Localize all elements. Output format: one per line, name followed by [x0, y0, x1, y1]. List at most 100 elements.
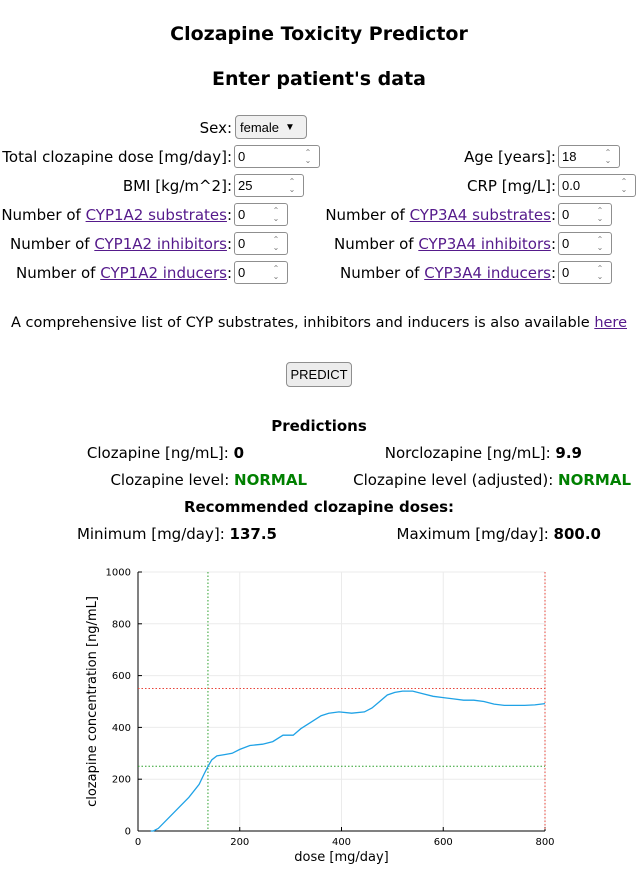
bmi-input[interactable]: 25 ⌃ ⌄	[234, 174, 304, 197]
cyp1a2-substrates-value: 0	[238, 207, 246, 222]
y-tick-label: 0	[125, 827, 131, 838]
cyp3a4-inhibitors-label: Number of CYP3A4 inhibitors:	[334, 235, 556, 253]
cyp1a2-inhibitors-link[interactable]: CYP1A2 inhibitors	[94, 235, 227, 253]
minimum-dose-value: 137.5	[229, 525, 277, 543]
maximum-dose-value: 800.0	[553, 525, 601, 543]
spinner-icon[interactable]: ⌃ ⌄	[604, 147, 612, 165]
sex-select[interactable]: female ▼	[235, 115, 307, 139]
norclozapine-result-label: Norclozapine [ng/mL]:	[384, 444, 551, 462]
x-axis-label: dose [mg/day]	[294, 850, 388, 865]
recommended-doses-heading: Recommended clozapine doses:	[183, 498, 455, 516]
age-value: 18	[562, 149, 577, 164]
total-dose-value: 0	[238, 149, 246, 164]
label-suffix: :	[226, 235, 232, 253]
cyp3a4-inducers-value: 0	[562, 265, 570, 280]
y-tick-label: 1000	[106, 568, 131, 579]
spinner-icon[interactable]: ⌃ ⌄	[596, 263, 604, 281]
label-prefix: Number of	[334, 235, 419, 253]
sex-label: Sex:	[199, 119, 232, 137]
cyp1a2-inducers-value: 0	[238, 265, 246, 280]
cyp3a4-inducers-link[interactable]: CYP3A4 inducers	[424, 264, 551, 282]
sex-select-value: female	[240, 119, 280, 135]
x-tick-label: 200	[230, 837, 249, 848]
x-tick-label: 800	[535, 837, 554, 848]
norclozapine-result: Norclozapine [ng/mL]: 9.9	[385, 444, 582, 462]
cyp1a2-inducers-label: Number of CYP1A2 inducers:	[16, 264, 232, 282]
bmi-value: 25	[238, 178, 253, 193]
total-dose-label: Total clozapine dose [mg/day]:	[2, 148, 232, 166]
clozapine-level-label: Clozapine level:	[110, 471, 230, 489]
bmi-label: BMI [kg/m^2]:	[122, 177, 232, 195]
crp-input[interactable]: 0.0 ⌃ ⌄	[558, 174, 636, 197]
x-tick-label: 600	[434, 837, 453, 848]
spinner-icon[interactable]: ⌃ ⌄	[304, 147, 312, 165]
y-tick-label: 800	[112, 619, 131, 630]
cyp3a4-inhibitors-input[interactable]: 0 ⌃ ⌄	[558, 232, 612, 255]
maximum-dose: Maximum [mg/day]: 800.0	[397, 525, 601, 543]
spinner-icon[interactable]: ⌃ ⌄	[272, 205, 280, 223]
cyp1a2-inhibitors-input[interactable]: 0 ⌃ ⌄	[234, 232, 288, 255]
cyp-list-text: A comprehensive list of CYP substrates, …	[10, 315, 595, 331]
age-input[interactable]: 18 ⌃ ⌄	[558, 145, 620, 168]
y-tick-label: 200	[112, 775, 131, 786]
label-prefix: Number of	[15, 264, 101, 282]
predict-button[interactable]: PREDICT	[286, 362, 352, 387]
crp-value: 0.0	[562, 178, 581, 193]
dose-concentration-chart: 0 200 400 600 800 0 200 400 600 800 1000 dose [mg/d…	[85, 568, 555, 866]
clozapine-result-label: Clozapine [ng/mL]:	[86, 444, 229, 462]
maximum-dose-label: Maximum [mg/day]:	[396, 525, 549, 543]
cyp1a2-inhibitors-label: Number of CYP1A2 inhibitors:	[10, 235, 232, 253]
label-prefix: Number of	[339, 264, 425, 282]
form-heading: Enter patient's data	[211, 68, 427, 90]
cyp-list-link[interactable]: here	[594, 315, 627, 331]
cyp1a2-substrates-link[interactable]: CYP1A2 substrates	[85, 206, 227, 224]
minimum-dose: Minimum [mg/day]: 137.5	[77, 525, 277, 543]
cyp1a2-inducers-input[interactable]: 0 ⌃ ⌄	[234, 261, 288, 284]
spinner-icon[interactable]: ⌃ ⌄	[620, 176, 628, 194]
series-line	[150, 690, 546, 832]
label-suffix: :	[226, 264, 232, 282]
cyp3a4-substrates-input[interactable]: 0 ⌃ ⌄	[558, 203, 612, 226]
spinner-icon[interactable]: ⌃ ⌄	[272, 234, 280, 252]
cyp1a2-inducers-link[interactable]: CYP1A2 inducers	[100, 264, 227, 282]
x-tick-label: 0	[135, 837, 141, 848]
cyp3a4-inducers-input[interactable]: 0 ⌃ ⌄	[558, 261, 612, 284]
cyp3a4-substrates-label: Number of CYP3A4 substrates:	[325, 206, 556, 224]
label-suffix: :	[550, 235, 556, 253]
spinner-icon[interactable]: ⌃ ⌄	[272, 263, 280, 281]
cyp3a4-inducers-label: Number of CYP3A4 inducers:	[340, 264, 556, 282]
cyp3a4-inhibitors-link[interactable]: CYP3A4 inhibitors	[418, 235, 551, 253]
label-suffix: :	[550, 206, 556, 224]
crp-label: CRP [mg/L]:	[466, 177, 556, 195]
norclozapine-result-value: 9.9	[555, 444, 582, 462]
clozapine-level-adjusted-label: Clozapine level (adjusted):	[353, 471, 554, 489]
label-suffix: :	[226, 206, 232, 224]
clozapine-result: Clozapine [ng/mL]: 0	[87, 444, 244, 462]
clozapine-level: Clozapine level: NORMAL	[110, 471, 307, 489]
spinner-icon[interactable]: ⌃ ⌄	[596, 234, 604, 252]
minimum-dose-label: Minimum [mg/day]:	[76, 525, 225, 543]
y-axis-label: clozapine concentration [ng/mL]	[85, 596, 100, 807]
spinner-icon[interactable]: ⌃ ⌄	[596, 205, 604, 223]
cyp3a4-substrates-value: 0	[562, 207, 570, 222]
x-tick-label: 400	[332, 837, 351, 848]
cyp1a2-inhibitors-value: 0	[238, 236, 246, 251]
label-suffix: :	[550, 264, 556, 282]
cyp1a2-substrates-label: Number of CYP1A2 substrates:	[1, 206, 232, 224]
age-label: Age [years]:	[464, 148, 556, 166]
predictions-heading: Predictions	[271, 417, 367, 435]
clozapine-level-adjusted: Clozapine level (adjusted): NORMAL	[353, 471, 631, 489]
label-prefix: Number of	[1, 206, 86, 224]
spinner-icon[interactable]: ⌃ ⌄	[288, 176, 296, 194]
cyp-list-note: A comprehensive list of CYP substrates, …	[0, 315, 638, 331]
label-prefix: Number of	[10, 235, 95, 253]
cyp3a4-substrates-link[interactable]: CYP3A4 substrates	[409, 206, 551, 224]
y-tick-label: 400	[112, 723, 131, 734]
clozapine-level-adjusted-status: NORMAL	[558, 471, 631, 489]
chevron-down-icon: ▼	[285, 121, 295, 133]
app-title: Clozapine Toxicity Predictor	[170, 23, 468, 45]
cyp3a4-inhibitors-value: 0	[562, 236, 570, 251]
y-tick-label: 600	[112, 671, 131, 682]
cyp1a2-substrates-input[interactable]: 0 ⌃ ⌄	[234, 203, 288, 226]
total-dose-input[interactable]: 0 ⌃ ⌄	[234, 145, 320, 168]
